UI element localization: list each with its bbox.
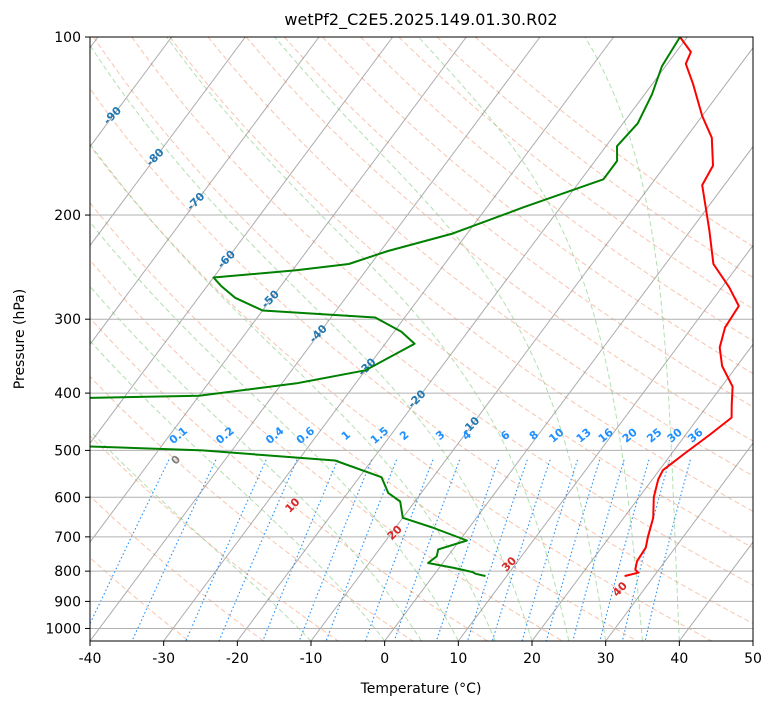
- dry-adiabat-line: [131, 37, 753, 549]
- chart-title: wetPf2_C2E5.2025.149.01.30.R02: [284, 10, 557, 30]
- moist-adiabat-line: [584, 37, 680, 641]
- moist-adiabat-line: [90, 285, 422, 641]
- isotherm-line: [531, 343, 753, 641]
- dry-adiabat-line: [90, 87, 753, 625]
- x-tick-label: 50: [744, 651, 762, 667]
- isotherm-line: [457, 244, 753, 641]
- x-tick-label: -20: [226, 651, 249, 667]
- x-tick-label: -40: [79, 651, 102, 667]
- mixing-ratio-line: [572, 459, 625, 641]
- dry-adiabat-line: [169, 37, 753, 512]
- moist-adiabat-line: [274, 37, 607, 641]
- x-tick-label: 20: [523, 651, 541, 667]
- y-tick-label: 800: [54, 564, 81, 580]
- dewpoint-profile-line: [90, 37, 681, 577]
- isotherm-line: [90, 37, 394, 445]
- profile-series: [90, 37, 740, 577]
- moist-adiabat-line: [90, 44, 533, 641]
- mixing-ratio-line: [599, 459, 650, 641]
- moist-adiabat-line: [90, 143, 496, 641]
- isotherms: [90, 37, 753, 641]
- mixing-ratio-line: [298, 459, 373, 641]
- mixing-ratio-line: [262, 459, 339, 641]
- y-tick-label: 100: [54, 30, 81, 46]
- x-tick-label: 30: [597, 651, 615, 667]
- mixing-ratio-line: [218, 459, 298, 641]
- isotherm-line: [90, 37, 173, 148]
- temperature-profile-line: [624, 37, 740, 577]
- mixing-ratio-lines: [90, 459, 691, 641]
- isotherm-line: [90, 37, 246, 247]
- mixing-ratio-line: [185, 459, 267, 641]
- dry-adiabat-line: [90, 495, 264, 641]
- dry-adiabat-line: [322, 37, 753, 375]
- y-tick-label: 600: [54, 490, 81, 506]
- x-tick-label: 40: [670, 651, 688, 667]
- y-tick-label: 300: [54, 312, 81, 328]
- axes-frame: [89, 36, 754, 642]
- pressure-gridlines: [90, 37, 753, 629]
- moist-adiabat-line: [90, 221, 459, 641]
- x-tick-label: 10: [449, 651, 467, 667]
- mixing-ratio-line: [325, 459, 398, 641]
- dry-adiabat-line: [90, 202, 638, 641]
- dry-adiabat-line: [90, 317, 488, 641]
- y-axis-ticks: 100 200 300 400 500 600 700 800 900 1000: [45, 30, 90, 637]
- dry-adiabat-line: [245, 37, 753, 442]
- moist-adiabat-line: [418, 37, 643, 641]
- dry-adiabat-line: [90, 144, 712, 641]
- y-tick-label: 200: [54, 208, 81, 224]
- x-tick-label: -30: [152, 651, 175, 667]
- mixing-ratio-line: [435, 459, 500, 641]
- dry-adiabat-line: [90, 259, 563, 641]
- dry-adiabat-line: [436, 37, 753, 279]
- moist-adiabat-line: [166, 37, 570, 641]
- mixing-ratio-line: [621, 459, 671, 641]
- moist-adiabat-line: [90, 340, 386, 641]
- isotherm-line: [90, 37, 467, 543]
- isotherm-line: [163, 37, 615, 641]
- isotherm-line: [310, 46, 753, 641]
- mixing-ratio-line: [364, 459, 434, 641]
- x-axis-ticks: -40 -30 -20 -10 0 10 20 30 40 50: [79, 641, 762, 667]
- isotherm-line: [90, 37, 541, 641]
- x-tick-label: -10: [300, 651, 323, 667]
- isotherm-line: [605, 442, 753, 641]
- mixing-ratio-line: [90, 459, 170, 625]
- x-tick-label: 0: [380, 651, 389, 667]
- y-axis-label: Pressure (hPa): [12, 289, 28, 389]
- y-tick-label: 500: [54, 443, 81, 459]
- mixing-ratio-line: [393, 459, 461, 641]
- dry-adiabats: [90, 37, 753, 641]
- y-tick-label: 900: [54, 594, 81, 610]
- mixing-ratio-line: [131, 459, 217, 641]
- x-axis-label: Temperature (°C): [360, 681, 482, 697]
- dry-adiabat-line: [284, 37, 753, 408]
- plot-area: -100-90-80-70-60-50-40-30-20-100.10.20.4…: [90, 37, 753, 641]
- y-tick-label: 400: [54, 386, 81, 402]
- y-tick-label: 700: [54, 530, 81, 546]
- dry-adiabat-line: [360, 37, 753, 342]
- isotherm-line: [236, 37, 688, 641]
- isotherm-line: [90, 37, 320, 346]
- isotherm-line: [384, 145, 753, 641]
- y-tick-label: 1000: [45, 621, 81, 637]
